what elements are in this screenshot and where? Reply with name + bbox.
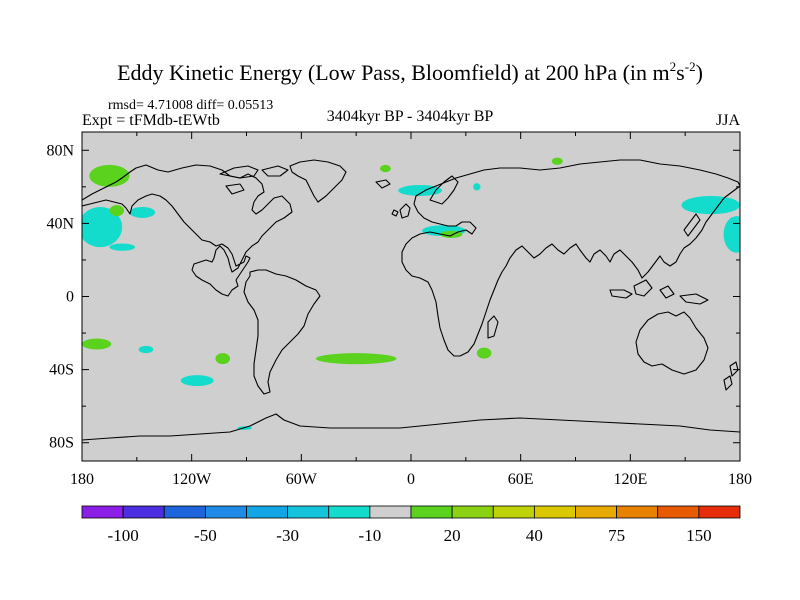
colorbar-box-2 [163,505,206,519]
stats-label: rmsd= 4.71008 diff= 0.05513 [108,98,273,113]
coast-antarctica [82,413,740,441]
colorbar-box-6 [328,505,371,519]
anomaly-region-3 [109,205,125,217]
y-tick-label-1: 40N [46,215,74,232]
colorbar-box-5 [287,505,330,519]
colorbar-box-0 [81,505,124,519]
anomaly-region-13 [82,338,112,350]
x-tick-label-4: 60E [508,471,534,488]
colorbar-box-12 [575,505,618,519]
colorbar-label-7: 150 [686,526,712,545]
colorbar-label-6: 75 [608,526,625,545]
season-label: JJA [716,112,740,129]
coast-japan [683,213,701,237]
chart-title: Eddy Kinetic Energy (Low Pass, Bloomfiel… [117,59,703,85]
anomaly-region-0 [89,164,130,187]
anomaly-region-1 [82,206,123,248]
x-tick-label-5: 120E [613,471,647,488]
experiment-label: Expt = tFMdb-tEWtb [82,112,220,129]
anomaly-region-17 [315,353,397,365]
coast-south-america [243,269,321,395]
anomaly-region-4 [109,243,136,251]
coast-eurasia-africa [401,159,740,357]
anomaly-region-10 [551,157,563,165]
coast-maritime-continent [609,279,709,305]
map-background [82,132,740,461]
colorbar-box-10 [492,505,535,519]
colorbar-label-2: -30 [276,526,299,545]
colorbar-box-4 [246,505,289,519]
anomaly-region-2 [129,206,156,218]
colorbar-label-5: 40 [526,526,543,545]
colorbar-box-7 [369,505,412,519]
anomaly-region-18 [476,347,492,359]
x-tick-label-0: 180 [70,471,94,488]
colorbar-box-13 [616,505,659,519]
anomaly-region-8 [379,164,391,173]
coast-arctic-islands [219,165,289,195]
colorbar-label-4: 20 [444,526,461,545]
coastlines [82,159,740,441]
coast-british-isles [391,203,411,219]
colorbar-label-1: -50 [194,526,217,545]
colorbar-label-0: -100 [108,526,139,545]
coast-north-america [82,164,293,297]
colorbar-box-14 [657,505,700,519]
colorbar: -100 -50 -30 -10 20 40 75 150 [81,505,741,545]
x-tick-label-3: 0 [407,471,415,488]
colorbar-box-11 [533,505,576,519]
colorbar-box-9 [451,505,494,519]
anomaly-region-12 [723,216,740,253]
x-tick-label-1: 120W [172,471,212,488]
coast-scandinavia [429,175,459,205]
anomaly-region-16 [180,375,214,387]
map-axes: 180 120W 60W 0 60E 120E 180 80N 40N 0 40S 80S [46,132,752,488]
colorbar-label-3: -10 [359,526,382,545]
x-tick-label-2: 60W [286,471,318,488]
y-tick-label-2: 0 [66,289,74,306]
colorbar-box-15 [698,505,741,519]
x-tick-label-6: 180 [728,471,752,488]
period-label: 3404kyr BP - 3404kyr BP [327,108,494,125]
colorbar-box-1 [122,505,165,519]
coast-greenland [289,159,347,203]
coast-madagascar [487,315,499,339]
coast-iceland [375,179,391,189]
y-tick-label-3: 40S [49,362,74,379]
anomaly-region-11 [681,195,740,215]
colorbar-box-3 [204,505,247,519]
anomaly-region-15 [215,353,231,365]
anomaly-region-9 [473,183,481,191]
y-tick-label-0: 80N [46,142,74,159]
colorbar-box-8 [410,505,453,519]
anomaly-region-14 [138,345,154,354]
y-tick-label-4: 80S [49,435,74,452]
coast-australia [635,311,709,375]
